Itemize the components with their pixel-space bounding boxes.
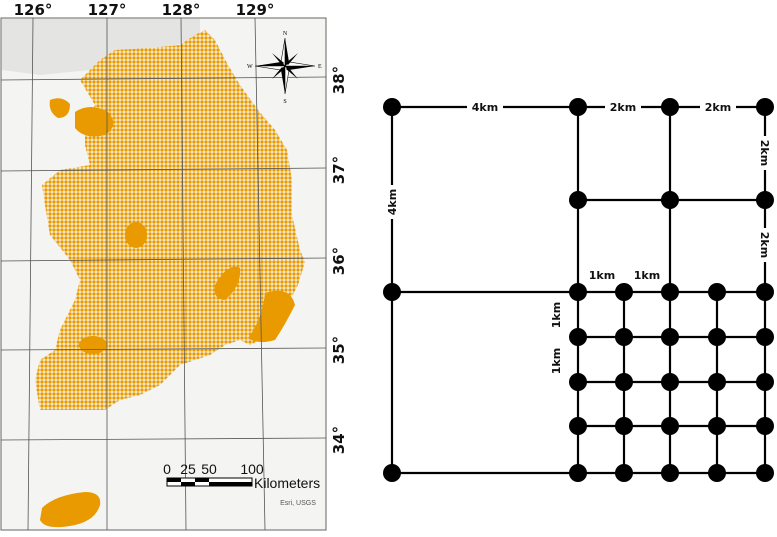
compass-w: W — [247, 64, 253, 70]
grid-node — [708, 283, 726, 301]
grid-node — [615, 328, 633, 346]
grid-node — [756, 98, 774, 116]
grid-node — [383, 98, 401, 116]
grid-node — [615, 373, 633, 391]
grid-node — [708, 328, 726, 346]
grid-node — [569, 98, 587, 116]
urban-seoul — [75, 107, 114, 137]
scale-tick-0: 0 — [163, 461, 171, 477]
grid-node — [756, 191, 774, 209]
lon-label-126: 126° — [14, 1, 53, 19]
compass-rose-icon: N S E W — [247, 31, 322, 105]
grid-node — [708, 417, 726, 435]
lat-label-38: 38° — [330, 66, 348, 94]
urban-daejeon — [125, 222, 147, 248]
label-1km-v-a: 1km — [550, 302, 563, 328]
grid-node — [569, 328, 587, 346]
grid-node — [756, 417, 774, 435]
grid-node — [569, 191, 587, 209]
lat-label-35: 35° — [330, 336, 348, 364]
map-panel: 126° 127° 128° 129° 38° 37° 36° 35° 34° … — [0, 1, 348, 531]
grid-node — [615, 464, 633, 482]
grid-node — [661, 98, 679, 116]
grid-diagram — [383, 98, 774, 482]
urban-areas — [40, 98, 295, 528]
grid-node — [569, 283, 587, 301]
grid-node — [615, 417, 633, 435]
grid-node — [661, 373, 679, 391]
label-1km-h-b: 1km — [634, 269, 660, 282]
scale-bar: 0 25 50 100 Kilometers — [163, 461, 320, 491]
scale-unit: Kilometers — [254, 475, 320, 491]
label-top-2km-b: 2km — [705, 101, 731, 114]
lat-label-34: 34° — [330, 426, 348, 454]
grid-node — [756, 328, 774, 346]
grid-node — [661, 283, 679, 301]
lon-label-129: 129° — [236, 1, 275, 19]
scale-tick-25: 25 — [180, 461, 196, 477]
grid-node — [383, 464, 401, 482]
grid-node — [661, 417, 679, 435]
grid-node — [569, 373, 587, 391]
terrain-north — [2, 19, 200, 75]
grid-node — [756, 283, 774, 301]
grid-node — [661, 464, 679, 482]
label-right-2km-a: 2km — [758, 140, 771, 166]
graticule — [0, 17, 327, 531]
label-1km-h-a: 1km — [589, 269, 615, 282]
label-right-2km-b: 2km — [758, 232, 771, 258]
lat-label-37: 37° — [330, 156, 348, 184]
grid-node — [383, 283, 401, 301]
grid-node — [569, 464, 587, 482]
scale-tick-100: 100 — [240, 461, 264, 477]
compass-e: E — [318, 64, 322, 70]
urban-daegu — [214, 266, 241, 300]
label-1km-v-b: 1km — [550, 348, 563, 374]
grid-node — [615, 283, 633, 301]
grid-node — [569, 417, 587, 435]
grid-node — [661, 328, 679, 346]
urban-incheon — [49, 98, 70, 118]
grid-node — [661, 191, 679, 209]
nodes — [383, 98, 774, 482]
label-left-4km: 4km — [386, 189, 399, 215]
attribution: Esri, USGS — [280, 500, 316, 507]
jeju-island — [40, 492, 101, 528]
grid-node — [756, 464, 774, 482]
lon-label-127: 127° — [88, 1, 127, 19]
grid-node — [708, 373, 726, 391]
grid-node — [708, 464, 726, 482]
label-top-2km-a: 2km — [610, 101, 636, 114]
scale-tick-50: 50 — [201, 461, 217, 477]
compass-s: S — [283, 99, 286, 105]
grid-node — [756, 373, 774, 391]
compass-n: N — [283, 31, 288, 37]
urban-busan-ulsan — [248, 290, 295, 343]
lon-label-128: 128° — [162, 1, 201, 19]
label-top-4km: 4km — [472, 101, 498, 114]
urban-gwangju — [79, 336, 107, 354]
lat-label-36: 36° — [330, 247, 348, 275]
